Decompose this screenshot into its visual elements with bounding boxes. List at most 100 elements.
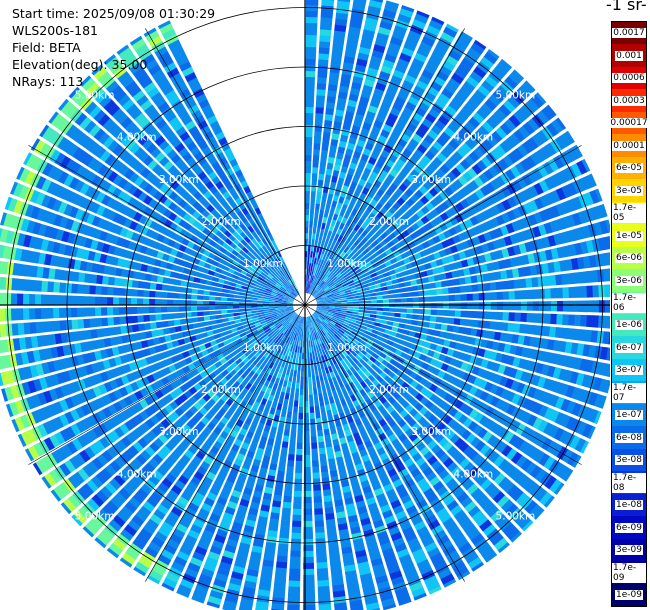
ppi-cell — [367, 349, 375, 356]
ppi-cell — [308, 262, 312, 270]
ppi-cell — [495, 249, 504, 260]
ppi-cell — [301, 364, 304, 372]
ppi-cell — [454, 67, 468, 80]
ppi-cell — [360, 415, 369, 424]
ppi-cell — [356, 271, 364, 277]
ppi-cell — [496, 202, 507, 213]
ppi-cell — [428, 108, 440, 119]
ppi-cell — [339, 352, 346, 360]
ppi-cell — [533, 211, 544, 224]
ppi-cell — [432, 47, 446, 59]
ppi-cell — [342, 184, 349, 193]
ppi-cell — [330, 344, 336, 351]
ppi-cell — [317, 287, 323, 293]
ppi-cell — [308, 388, 313, 396]
ppi-cell — [392, 374, 401, 383]
ppi-cell — [360, 381, 368, 389]
ppi-cell — [441, 280, 449, 288]
ppi-cell — [460, 294, 468, 301]
ppi-cell — [336, 152, 344, 160]
ppi-cell — [305, 286, 307, 294]
ppi-cell — [372, 352, 380, 360]
ppi-cell — [404, 188, 414, 198]
ppi-cell — [94, 307, 102, 317]
ppi-cell — [404, 368, 413, 376]
ppi-cell — [529, 361, 539, 373]
ppi-cell — [347, 32, 360, 41]
ppi-cell — [469, 71, 483, 84]
ppi-cell — [398, 433, 408, 443]
ppi-cell — [539, 179, 550, 193]
ppi-cell — [424, 63, 437, 75]
ppi-cell — [525, 429, 537, 442]
ppi-cell — [391, 237, 400, 245]
ppi-cell — [514, 312, 522, 322]
ppi-cell — [279, 531, 290, 539]
ppi-cell — [465, 195, 475, 206]
ppi-cell — [375, 315, 383, 320]
ppi-cell — [362, 147, 372, 157]
ppi-cell — [411, 285, 419, 291]
ppi-cell — [495, 398, 506, 410]
ppi-cell — [413, 412, 423, 422]
ppi-cell — [351, 316, 358, 321]
ppi-cell — [402, 526, 415, 537]
ppi-cell — [319, 290, 326, 295]
ppi-cell — [475, 213, 485, 224]
ppi-cell — [316, 302, 324, 305]
ppi-cell — [449, 527, 462, 539]
ppi-cell — [384, 355, 392, 363]
ppi-cell — [352, 2, 366, 11]
ppi-cell — [314, 520, 325, 528]
ppi-cell — [412, 133, 423, 144]
ppi-cell — [604, 315, 610, 329]
ppi-cell — [439, 400, 449, 410]
ppi-cell — [441, 256, 450, 265]
ppi-cell — [315, 296, 322, 300]
ppi-cell — [312, 321, 316, 328]
ppi-cell — [382, 333, 390, 340]
ppi-cell — [468, 151, 480, 163]
ppi-cell — [572, 328, 581, 341]
ppi-cell — [353, 239, 361, 247]
ppi-cell — [553, 462, 566, 477]
ppi-cell — [463, 267, 471, 276]
ppi-cell — [327, 89, 337, 98]
ppi-cell — [525, 462, 538, 475]
ppi-cell — [382, 509, 394, 519]
ppi-cell — [348, 323, 356, 329]
ppi-cell — [516, 409, 527, 422]
ppi-cell — [479, 415, 489, 427]
ppi-cell — [395, 510, 407, 521]
ppi-cell — [460, 125, 472, 137]
ppi-cell — [297, 430, 303, 438]
ppi-cell — [443, 404, 454, 414]
ppi-cell — [339, 313, 347, 317]
ppi-cell — [415, 426, 425, 437]
ppi-cell — [507, 279, 515, 290]
ppi-cell — [549, 326, 557, 338]
ppi-cell — [318, 331, 323, 338]
ppi-cell — [167, 320, 175, 327]
ppi-cell — [464, 276, 472, 284]
ppi-cell — [277, 549, 288, 557]
ppi-cell — [148, 306, 156, 314]
ppi-cell — [310, 430, 317, 438]
ppi-cell — [416, 499, 428, 510]
ppi-cell — [312, 269, 316, 277]
ppi-cell — [315, 251, 319, 259]
ppi-cell — [480, 478, 493, 491]
ppi-cell — [160, 291, 168, 298]
ppi-cell — [322, 268, 328, 275]
ppi-cell — [321, 342, 326, 350]
ppi-cell — [381, 286, 388, 291]
ppi-cell — [326, 270, 332, 277]
ppi-cell — [484, 393, 495, 405]
ppi-cell — [501, 248, 510, 258]
ppi-cell — [405, 101, 417, 112]
ppi-cell — [282, 435, 290, 443]
ppi-cell — [522, 121, 535, 135]
ppi-cell — [568, 300, 576, 312]
ppi-cell — [469, 179, 480, 191]
ppi-cell — [423, 410, 433, 420]
